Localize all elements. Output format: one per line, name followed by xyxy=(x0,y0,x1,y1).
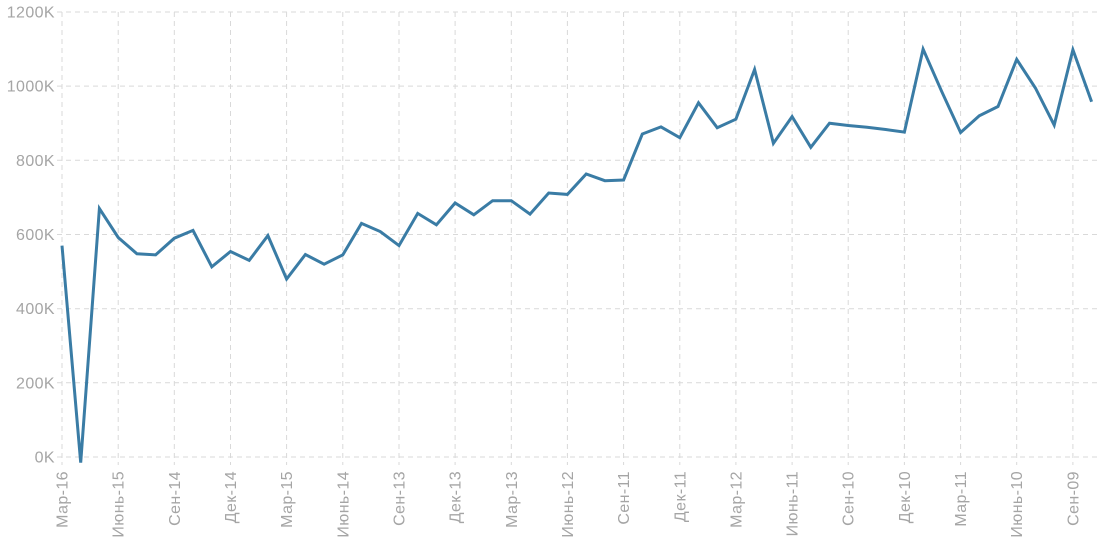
x-axis-labels: Мар-16 Июнь-15 Сен-14 Дек-14 Мар-15 Июнь-14 Се… xyxy=(55,471,1083,538)
x-tick-label: Дек-10 xyxy=(897,471,914,523)
y-tick-label: 0K xyxy=(35,450,55,467)
x-tick-label: Мар-13 xyxy=(504,471,521,528)
x-tick-label: Мар-16 xyxy=(55,471,72,528)
x-tick-label: Июнь-11 xyxy=(785,471,802,536)
x-tick-label: Мар-12 xyxy=(728,471,745,528)
x-tick-label: Мар-15 xyxy=(279,471,296,528)
x-gridlines xyxy=(61,12,1074,465)
x-tick-label: Июнь-10 xyxy=(1009,471,1026,538)
y-tick-label: 1000K xyxy=(7,79,55,96)
y-axis-labels: 0K 200K 400K 600K 800K 1000K 1200K xyxy=(7,5,55,467)
x-tick-label: Сен-14 xyxy=(167,471,184,526)
y-gridlines xyxy=(57,11,1100,458)
x-tick-label: Сен-09 xyxy=(1065,471,1082,526)
x-tick-label: Мар-11 xyxy=(953,471,970,527)
y-tick-label: 200K xyxy=(16,375,55,392)
x-tick-label: Июнь-12 xyxy=(560,471,577,538)
x-tick-label: Сен-10 xyxy=(841,471,858,526)
y-tick-label: 800K xyxy=(16,153,55,170)
y-tick-label: 600K xyxy=(16,227,55,244)
x-tick-label: Дек-13 xyxy=(448,471,465,523)
x-tick-label: Дек-11 xyxy=(672,471,689,522)
x-tick-label: Июнь-14 xyxy=(335,471,352,538)
data-series-line xyxy=(60,44,1094,463)
x-tick-label: Июнь-15 xyxy=(111,471,128,538)
y-tick-label: 1200K xyxy=(7,5,55,22)
x-tick-label: Дек-14 xyxy=(223,471,240,523)
y-tick-label: 400K xyxy=(16,301,55,318)
x-tick-label: Сен-13 xyxy=(392,471,409,526)
x-tick-label: Сен-11 xyxy=(616,471,633,525)
